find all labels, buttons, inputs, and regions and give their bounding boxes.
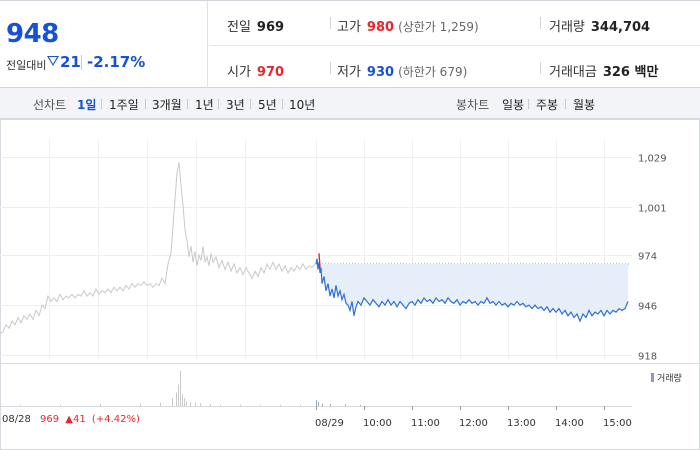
period-tab-1day[interactable]: 1일 (77, 98, 97, 112)
price-box: 948 전일대비 21 -2.17% (0, 1, 208, 88)
upper-limit: (상한가 1,259) (398, 20, 479, 34)
change-label: 전일대비 (6, 59, 47, 72)
divider (250, 99, 251, 109)
divider (565, 99, 566, 109)
volume-label: 거래량 (549, 20, 585, 35)
chart-toolbar: 선차트 1일 1주일 3개월 1년 3년 5년 10년 봉차트 일봉 주봉 월봉 (0, 88, 700, 119)
current-price: 948 (6, 19, 59, 49)
divider (528, 99, 529, 109)
prev-day-date: 08/28 (2, 414, 31, 425)
period-tab-5year[interactable]: 5년 (258, 98, 277, 112)
price-chart: 1,029 1,001 974 946 918 08/29 10:00 11:00 12:00 1… (0, 119, 700, 450)
prev-day-line (0, 162, 316, 335)
candle-tab-weekly[interactable]: 주봉 (536, 98, 559, 112)
trade-amount-label: 거래대금 (549, 65, 597, 80)
volume-cell: 거래량 344,704 (549, 16, 650, 35)
trade-amount-value: 326 백만 (602, 65, 659, 80)
high-cell: 고가 980 (상한가 1,259) (337, 16, 479, 35)
high-value: 980 (366, 20, 395, 35)
x-tick-label: 15:00 (603, 418, 632, 429)
prev-day-change: 41 (73, 414, 86, 425)
open-label: 시가 (227, 65, 251, 80)
x-tick-label: 13:00 (507, 418, 536, 429)
divider (101, 99, 102, 109)
quote-row-divider (209, 45, 700, 46)
down-triangle-icon (47, 56, 59, 66)
prev-close-cell: 전일 969 (227, 16, 284, 35)
quote-panel: 948 전일대비 21 -2.17% 전일 969 고가 980 (상한가 1,259… (0, 0, 700, 88)
divider (330, 17, 331, 29)
volume-legend: 거래량 (651, 371, 682, 384)
high-label: 고가 (337, 20, 361, 35)
divider (330, 62, 331, 74)
divider (145, 99, 146, 109)
trade-amount-cell: 거래대금 326 백만 (549, 61, 658, 80)
change-value: 21 (60, 53, 81, 71)
period-tab-3month[interactable]: 3개월 (152, 98, 182, 112)
x-tick-label: 08/29 (315, 418, 344, 429)
x-tick-label: 11:00 (411, 418, 440, 429)
candle-chart-label: 봉차트 (456, 98, 490, 112)
y-tick-label: 974 (638, 252, 657, 263)
y-tick-label: 946 (638, 302, 657, 313)
period-tab-3year[interactable]: 3년 (226, 98, 245, 112)
up-triangle-icon: ▲ (65, 414, 73, 425)
prev-close-value: 969 (256, 20, 285, 35)
divider (540, 62, 541, 74)
y-tick-label: 1,001 (638, 204, 667, 215)
prev-close-label: 전일 (227, 20, 251, 35)
today-price-line (315, 258, 629, 323)
line-chart-label: 선차트 (33, 98, 67, 112)
volume-value: 344,704 (590, 20, 651, 35)
candle-tab-daily[interactable]: 일봉 (502, 98, 525, 112)
period-tab-1year[interactable]: 1년 (195, 98, 214, 112)
today-fill-area (316, 258, 628, 322)
open-cell: 시가 970 (227, 61, 284, 80)
prev-day-change-pct: (+4.42%) (91, 414, 140, 425)
divider (187, 99, 188, 109)
x-tick-label: 10:00 (363, 418, 392, 429)
period-tab-1week[interactable]: 1주일 (109, 98, 139, 112)
lower-limit: (하한가 679) (398, 65, 468, 79)
y-tick-label: 918 (638, 352, 657, 363)
candle-tab-monthly[interactable]: 월봉 (573, 98, 596, 112)
x-tick-label: 12:00 (459, 418, 488, 429)
period-tab-10year[interactable]: 10년 (289, 98, 316, 112)
price-chart-svg: 1,029 1,001 974 946 918 08/29 10:00 11:00 12:00 1… (0, 119, 700, 450)
low-label: 저가 (337, 65, 361, 80)
low-cell: 저가 930 (하한가 679) (337, 61, 467, 80)
change-divider (81, 55, 82, 70)
prev-day-close: 969 (40, 414, 60, 425)
low-value: 930 (366, 65, 395, 80)
open-value: 970 (256, 65, 285, 80)
x-tick-label: 14:00 (555, 418, 584, 429)
divider (540, 17, 541, 29)
change-percent: -2.17% (87, 53, 146, 71)
y-tick-label: 1,029 (638, 154, 667, 165)
divider (282, 99, 283, 109)
open-up-tick (318, 253, 321, 268)
prev-day-summary: 08/28 969 ▲41 (+4.42%) (2, 414, 140, 425)
divider (218, 99, 219, 109)
